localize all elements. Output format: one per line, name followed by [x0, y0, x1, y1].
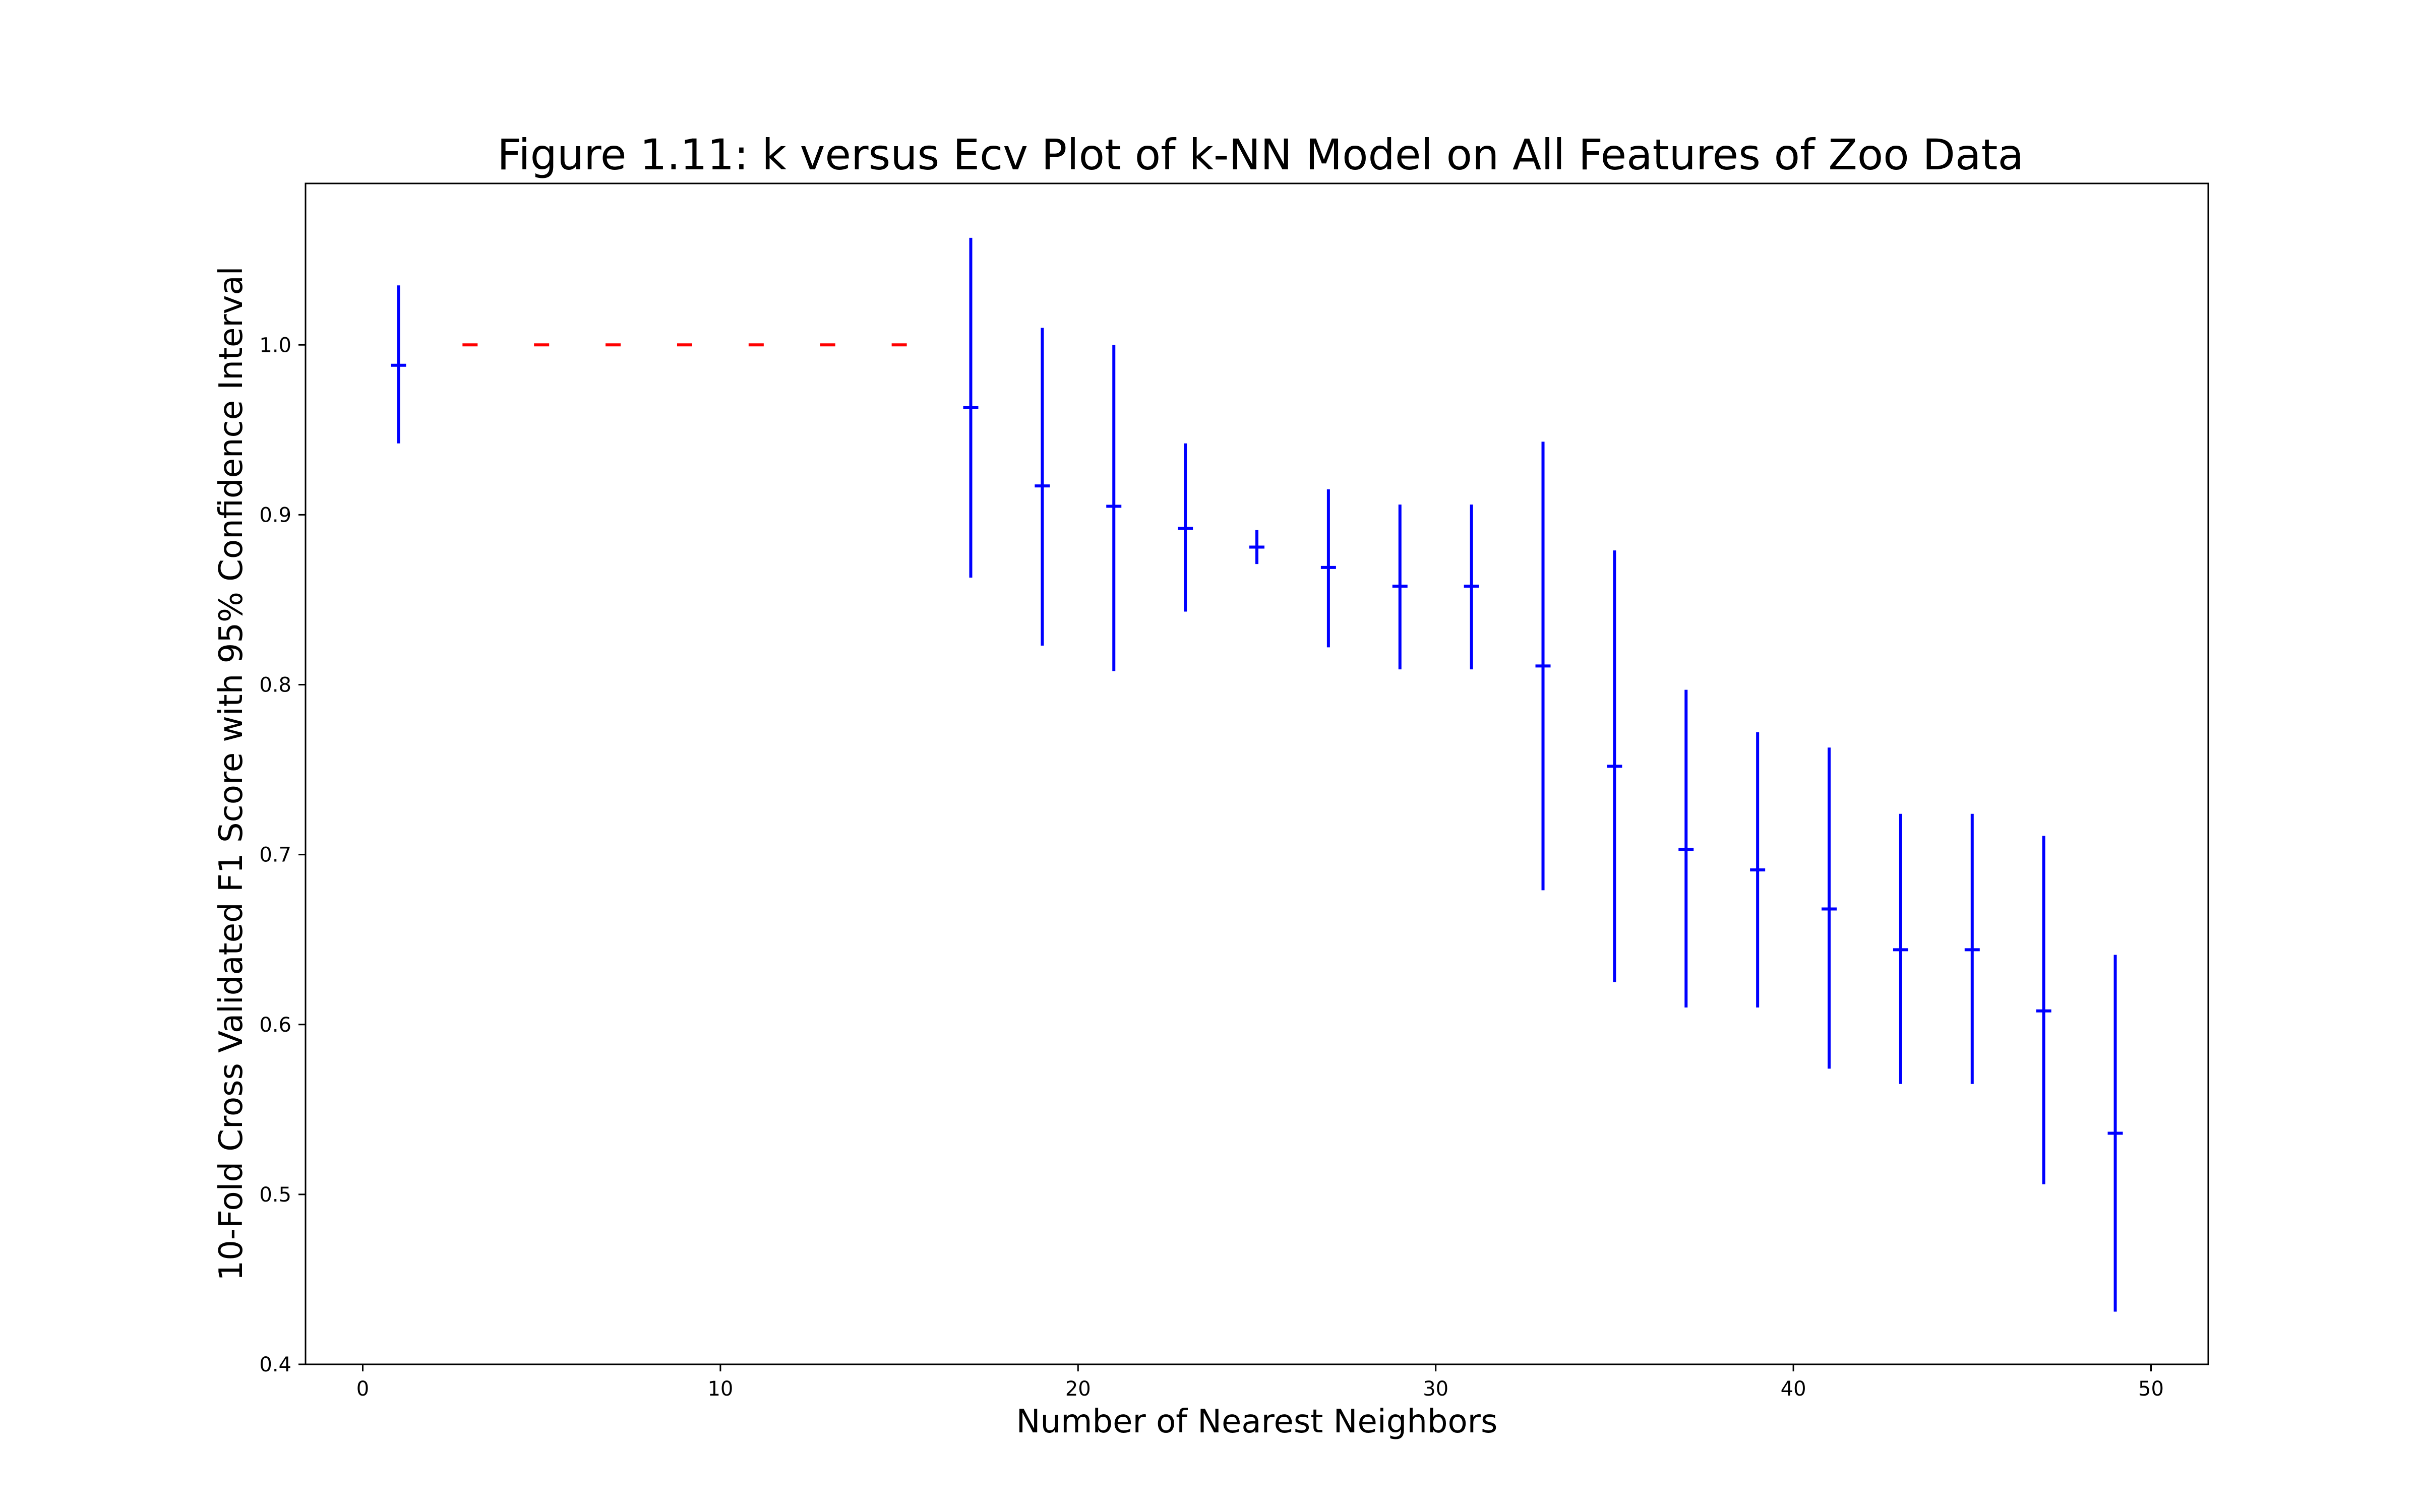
chart-title: Figure 1.11: k versus Ecv Plot of k-NN M… — [497, 130, 2024, 179]
x-axis-label: Number of Nearest Neighbors — [1016, 1403, 1498, 1440]
errorbar-point-k1 — [391, 285, 406, 444]
errorbar-point-k25 — [1249, 530, 1264, 564]
errorbar-point-k39 — [1750, 732, 1766, 1008]
errorbar-point-k47 — [2036, 836, 2051, 1184]
y-tick-label: 1.0 — [259, 334, 291, 357]
errorbar-point-k27 — [1320, 489, 1336, 648]
x-tick-label: 20 — [1065, 1377, 1091, 1401]
y-axis-ticks: 0.4 0.5 0.6 0.7 0.8 0.9 1.0 — [259, 334, 306, 1376]
y-tick-label: 0.4 — [259, 1353, 291, 1376]
errorbar-point-k33 — [1535, 442, 1551, 891]
errorbar-point-k35 — [1607, 550, 1622, 982]
errorbar-point-k23 — [1178, 443, 1193, 612]
errorbar-point-k31 — [1464, 505, 1479, 670]
errorbar-point-k37 — [1678, 689, 1694, 1008]
x-tick-label: 0 — [356, 1377, 369, 1401]
x-tick-label: 10 — [707, 1377, 733, 1401]
x-tick-label: 50 — [2138, 1377, 2164, 1401]
x-axis-ticks: 0 10 20 30 40 50 — [356, 1364, 2164, 1401]
plot-area-frame — [305, 182, 2209, 1365]
errorbar-point-k45 — [1964, 813, 1980, 1084]
errorbar-point-k43 — [1893, 813, 1908, 1084]
errorbar-point-k29 — [1392, 505, 1408, 670]
errorbar-point-k21 — [1106, 345, 1122, 671]
y-axis-label: 10-Fold Cross Validated F1 Score with 95… — [213, 266, 250, 1281]
y-tick-label: 0.8 — [259, 674, 291, 697]
errorbar-point-k49 — [2107, 955, 2123, 1312]
x-tick-label: 30 — [1423, 1377, 1448, 1401]
errorbar-point-k41 — [1822, 747, 1837, 1069]
y-tick-label: 0.7 — [259, 844, 291, 867]
y-tick-label: 0.9 — [259, 503, 291, 527]
y-tick-label: 0.5 — [259, 1183, 291, 1207]
y-tick-label: 0.6 — [259, 1014, 291, 1037]
errorbar-point-k19 — [1035, 328, 1050, 646]
errorbar-point-k17 — [963, 237, 979, 578]
plot-marks — [391, 237, 2123, 1312]
x-tick-label: 40 — [1781, 1377, 1806, 1401]
